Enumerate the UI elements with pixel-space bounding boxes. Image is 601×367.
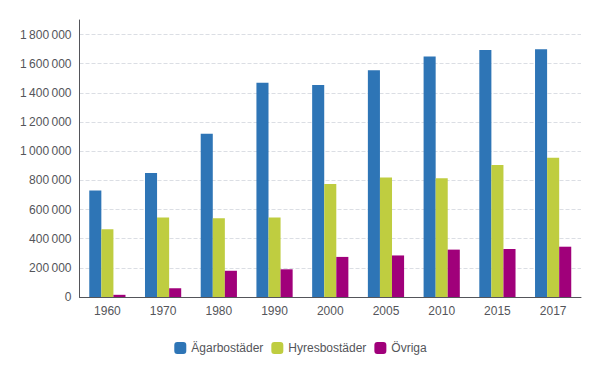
svg-text:1990: 1990 (261, 304, 288, 318)
svg-text:600 000: 600 000 (29, 203, 72, 217)
svg-text:1 400 000: 1 400 000 (20, 86, 72, 100)
svg-text:2000: 2000 (317, 304, 344, 318)
svg-text:Ägarbostäder: Ägarbostäder (191, 341, 263, 355)
svg-text:0: 0 (65, 290, 72, 304)
svg-text:1960: 1960 (94, 304, 121, 318)
svg-text:1 800 000: 1 800 000 (20, 28, 72, 42)
svg-text:200 000: 200 000 (29, 261, 72, 275)
svg-text:1 200 000: 1 200 000 (20, 115, 72, 129)
svg-text:1 600 000: 1 600 000 (20, 57, 72, 71)
svg-text:400 000: 400 000 (29, 232, 72, 246)
svg-text:800 000: 800 000 (29, 173, 72, 187)
svg-text:Övriga: Övriga (391, 341, 427, 355)
svg-text:2017: 2017 (540, 304, 567, 318)
svg-text:1 000 000: 1 000 000 (20, 144, 72, 158)
svg-text:2010: 2010 (428, 304, 455, 318)
svg-text:2015: 2015 (484, 304, 511, 318)
svg-text:1980: 1980 (205, 304, 232, 318)
svg-text:1970: 1970 (150, 304, 177, 318)
svg-text:2005: 2005 (373, 304, 400, 318)
svg-text:Hyresbostäder: Hyresbostäder (288, 341, 366, 355)
